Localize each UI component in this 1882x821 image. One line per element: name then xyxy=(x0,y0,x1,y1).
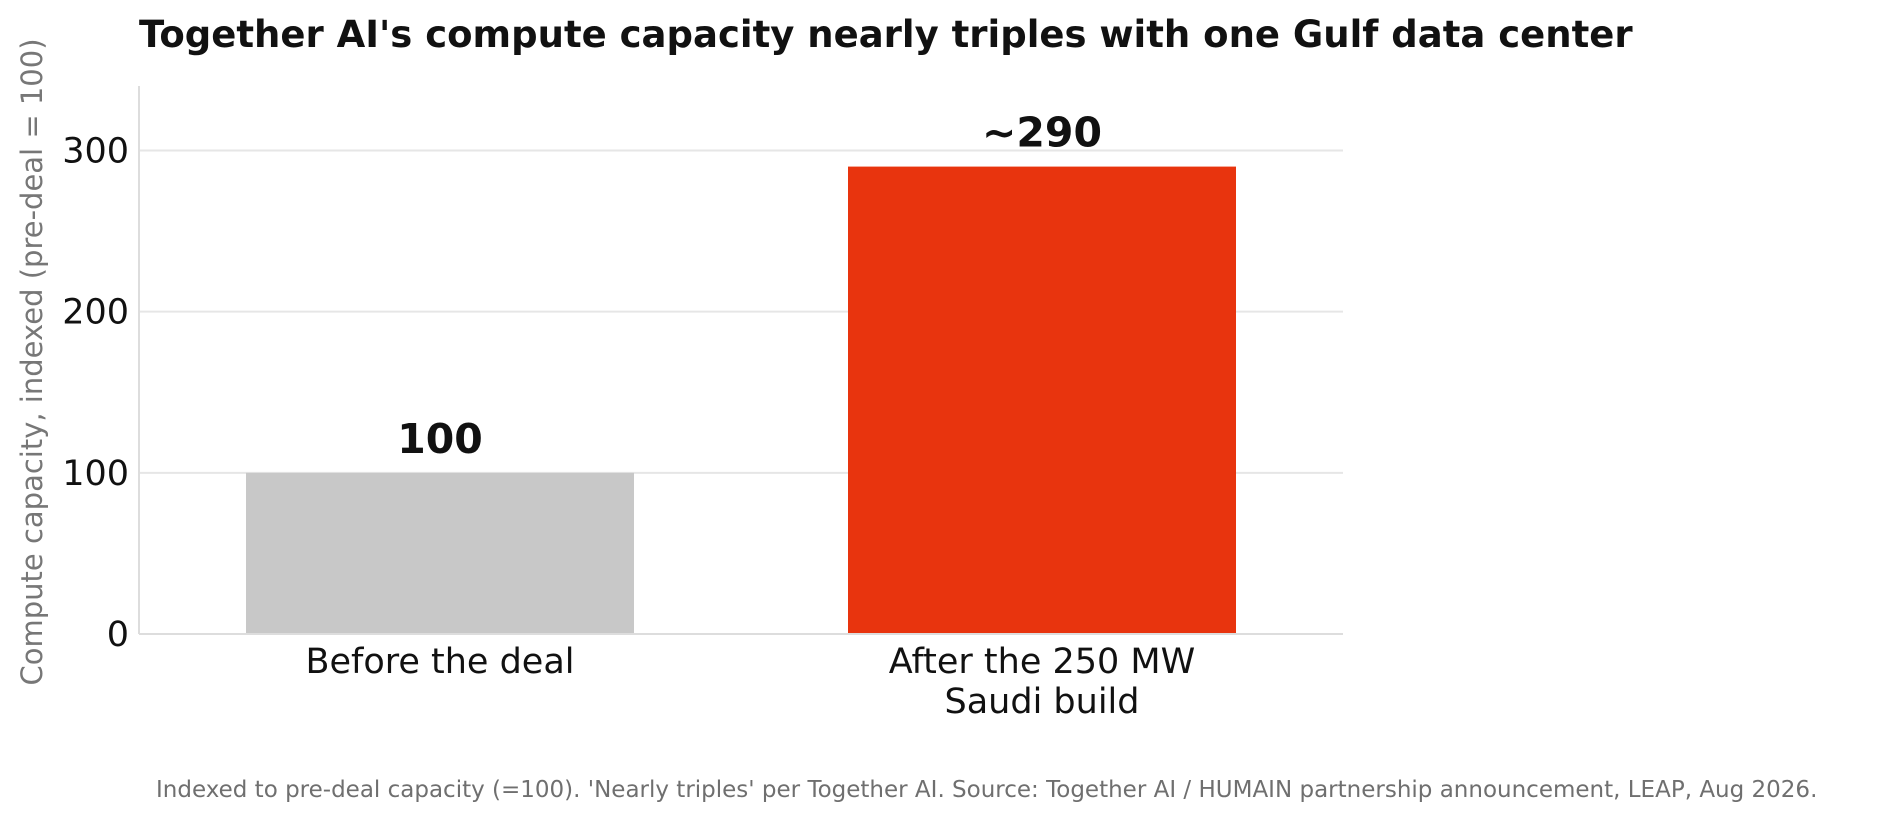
chart-title: Together AI's compute capacity nearly tr… xyxy=(139,13,1633,56)
category-label: Before the deal xyxy=(305,642,574,682)
y-tick-label: 0 xyxy=(107,615,129,655)
bar-value-label: 100 xyxy=(397,415,483,463)
tick-layer: 0 100 200 300 xyxy=(62,131,129,655)
y-axis-label: Compute capacity, indexed (pre-deal = 10… xyxy=(15,38,49,685)
category-labels: Before the deal After the 250 MW Saudi bui… xyxy=(305,642,1195,722)
bar-value-label: ~290 xyxy=(982,109,1102,157)
axis-layer xyxy=(138,86,1343,635)
bar xyxy=(848,166,1236,634)
y-tick-label: 300 xyxy=(62,131,129,171)
y-tick-label: 100 xyxy=(62,454,129,494)
category-label: After the 250 MW Saudi build xyxy=(889,642,1195,722)
bar xyxy=(246,472,634,634)
bar-layer xyxy=(246,166,1236,634)
y-tick-label: 200 xyxy=(62,293,129,333)
chart-caption: Indexed to pre-deal capacity (=100). 'Ne… xyxy=(156,777,1817,803)
data-labels: 100 ~290 xyxy=(397,109,1102,463)
